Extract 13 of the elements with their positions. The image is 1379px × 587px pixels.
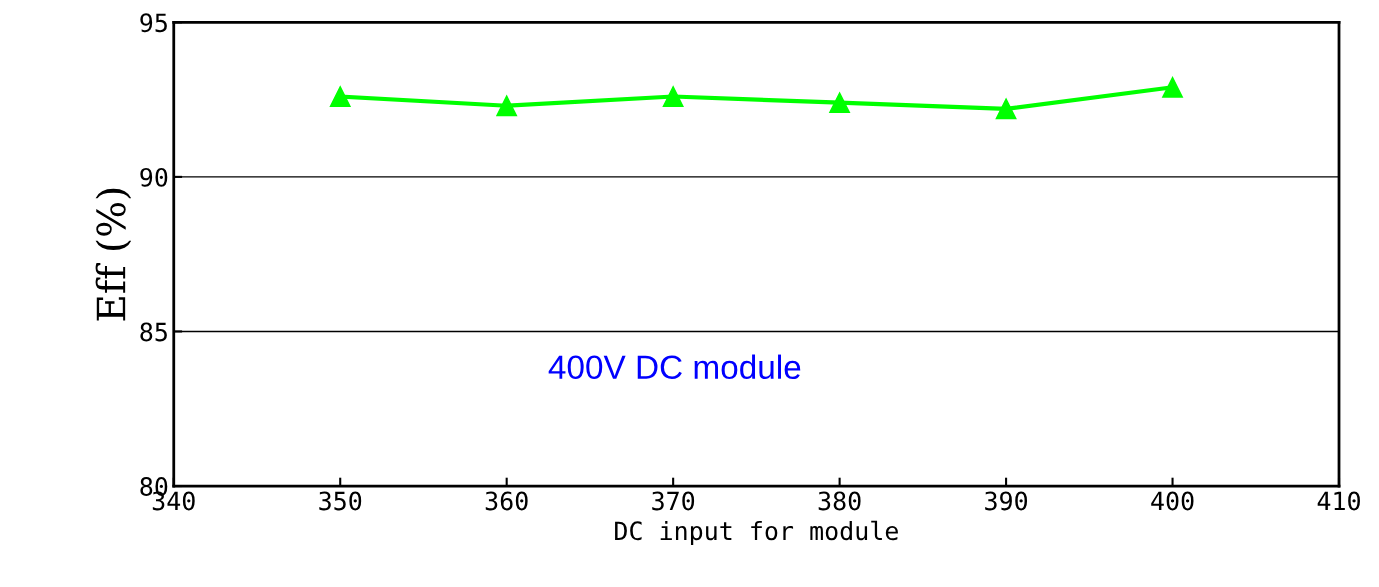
y-axis-title: Eff (%) — [95, 188, 132, 321]
x-tick-label: 390 — [985, 491, 1028, 511]
x-tick-label: 370 — [652, 491, 695, 511]
x-axis-title: DC input for module — [615, 520, 898, 546]
y-tick-label: 85 — [140, 322, 167, 342]
y-tick-label: 95 — [140, 13, 167, 33]
x-tick-label: 350 — [319, 491, 362, 511]
x-tick-label: 380 — [818, 491, 861, 511]
annotation: 400V DC module — [548, 354, 801, 380]
y-tick-label: 90 — [140, 167, 168, 187]
x-tick-label: 400 — [1151, 491, 1194, 511]
x-tick-label: 410 — [1317, 491, 1360, 511]
x-tick-label: 360 — [485, 491, 528, 511]
